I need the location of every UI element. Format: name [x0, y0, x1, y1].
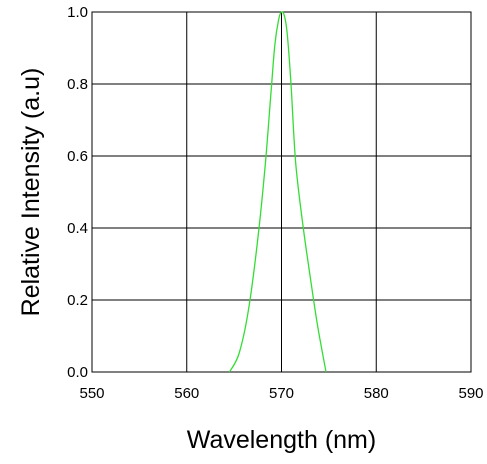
x-tick-labels: 550 560 570 580 590	[79, 385, 483, 402]
y-tick-labels: 0.0 0.2 0.4 0.6 0.8 1.0	[67, 4, 88, 381]
y-tick-label: 1.0	[67, 4, 88, 21]
y-axis-title: Relative Intensity (a.u)	[17, 68, 45, 317]
y-tick-label: 0.0	[67, 364, 88, 381]
x-tick-label: 580	[364, 385, 389, 402]
series-line	[228, 11, 327, 373]
grid-lines	[92, 12, 471, 372]
x-axis-title: Wavelength (nm)	[187, 426, 376, 454]
y-tick-label: 0.6	[67, 148, 88, 165]
x-tick-label: 590	[458, 385, 483, 402]
y-tick-label: 0.2	[67, 292, 88, 309]
y-tick-label: 0.4	[67, 220, 88, 237]
series-group	[228, 11, 327, 373]
x-tick-label: 570	[269, 385, 294, 402]
y-tick-label: 0.8	[67, 76, 88, 93]
x-tick-label: 560	[174, 385, 199, 402]
x-tick-label: 550	[79, 385, 104, 402]
